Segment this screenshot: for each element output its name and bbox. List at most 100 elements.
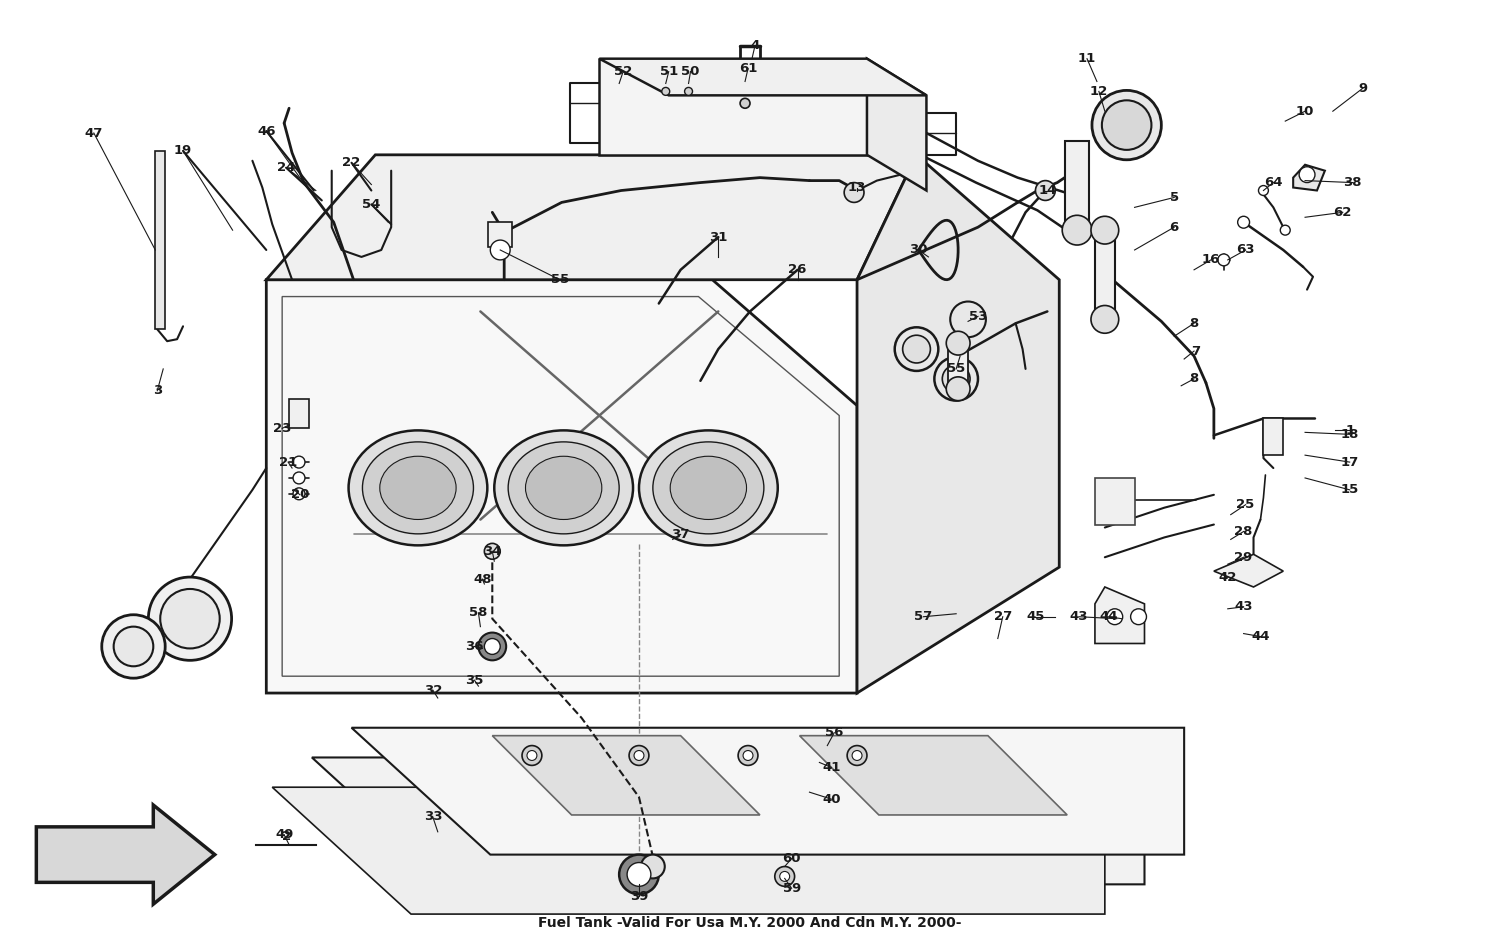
Circle shape — [640, 854, 664, 879]
Text: 23: 23 — [273, 422, 291, 435]
Text: 51: 51 — [660, 65, 678, 79]
Polygon shape — [948, 343, 968, 389]
Circle shape — [292, 488, 304, 499]
Text: 32: 32 — [423, 684, 442, 696]
Text: 15: 15 — [1341, 483, 1359, 497]
Polygon shape — [800, 736, 1066, 815]
Circle shape — [148, 577, 231, 660]
Polygon shape — [1095, 478, 1134, 524]
Circle shape — [946, 331, 970, 355]
Ellipse shape — [639, 430, 778, 545]
Text: 44: 44 — [1100, 610, 1118, 623]
Circle shape — [903, 335, 930, 363]
Circle shape — [522, 745, 542, 765]
Text: 13: 13 — [847, 181, 865, 194]
Text: 3: 3 — [153, 384, 162, 397]
Polygon shape — [351, 727, 1184, 854]
Circle shape — [292, 472, 304, 484]
Text: 57: 57 — [915, 610, 933, 623]
Text: 26: 26 — [789, 263, 807, 276]
Circle shape — [634, 750, 644, 761]
Ellipse shape — [348, 430, 488, 545]
Polygon shape — [489, 222, 512, 247]
Polygon shape — [1263, 418, 1284, 455]
Text: 36: 36 — [465, 639, 483, 653]
Circle shape — [114, 626, 153, 666]
Text: 37: 37 — [672, 528, 690, 541]
Polygon shape — [492, 736, 760, 815]
Text: 49: 49 — [274, 829, 294, 841]
Text: 9: 9 — [1358, 82, 1366, 95]
Text: 55: 55 — [550, 273, 568, 287]
Text: 59: 59 — [783, 882, 801, 895]
Polygon shape — [36, 805, 214, 904]
Text: 34: 34 — [483, 545, 501, 558]
Text: 20: 20 — [291, 488, 309, 501]
Circle shape — [478, 633, 506, 660]
Text: Fuel Tank -Valid For Usa M.Y. 2000 And Cdn M.Y. 2000-: Fuel Tank -Valid For Usa M.Y. 2000 And C… — [538, 916, 962, 930]
Circle shape — [1299, 166, 1316, 183]
Text: 16: 16 — [1202, 254, 1219, 267]
Circle shape — [484, 639, 500, 655]
Ellipse shape — [652, 442, 764, 534]
Circle shape — [1218, 254, 1230, 266]
Text: 11: 11 — [1078, 52, 1096, 65]
Text: 63: 63 — [1236, 243, 1256, 256]
Circle shape — [847, 745, 867, 765]
Circle shape — [950, 302, 986, 337]
Circle shape — [740, 98, 750, 108]
Polygon shape — [600, 59, 867, 155]
Polygon shape — [267, 280, 856, 693]
Text: 25: 25 — [1236, 499, 1254, 511]
Circle shape — [1281, 225, 1290, 236]
Text: 56: 56 — [825, 727, 843, 739]
Text: 8: 8 — [1190, 317, 1198, 330]
Circle shape — [160, 589, 219, 648]
Ellipse shape — [380, 456, 456, 519]
Text: 6: 6 — [1170, 220, 1179, 234]
Circle shape — [292, 456, 304, 468]
Ellipse shape — [525, 456, 602, 519]
Polygon shape — [1095, 230, 1114, 320]
Circle shape — [1258, 185, 1269, 196]
Text: 64: 64 — [1264, 176, 1282, 189]
Polygon shape — [290, 398, 309, 429]
Circle shape — [620, 854, 658, 894]
Circle shape — [102, 615, 165, 678]
Text: 62: 62 — [1334, 206, 1352, 219]
Circle shape — [1035, 181, 1056, 201]
Text: 28: 28 — [1234, 525, 1252, 538]
Circle shape — [1090, 217, 1119, 244]
Text: 38: 38 — [1344, 176, 1362, 189]
Circle shape — [844, 183, 864, 202]
Ellipse shape — [509, 442, 620, 534]
Text: 18: 18 — [1341, 428, 1359, 441]
Text: 47: 47 — [84, 127, 104, 139]
Text: 43: 43 — [1070, 610, 1089, 623]
Circle shape — [662, 87, 669, 96]
Circle shape — [627, 863, 651, 886]
Text: 50: 50 — [681, 65, 699, 79]
Circle shape — [934, 357, 978, 401]
Circle shape — [742, 750, 753, 761]
Text: 48: 48 — [472, 572, 492, 586]
Circle shape — [526, 750, 537, 761]
Circle shape — [942, 365, 970, 393]
Text: 58: 58 — [470, 606, 488, 620]
Circle shape — [1102, 100, 1152, 149]
Text: 45: 45 — [1026, 610, 1044, 623]
Text: 31: 31 — [710, 231, 728, 244]
Text: 44: 44 — [1251, 630, 1269, 643]
Polygon shape — [1095, 587, 1144, 643]
Text: 42: 42 — [1218, 570, 1237, 584]
Polygon shape — [867, 59, 927, 190]
Ellipse shape — [495, 430, 633, 545]
Ellipse shape — [670, 456, 747, 519]
Circle shape — [628, 745, 650, 765]
Text: 54: 54 — [362, 198, 381, 211]
Text: 61: 61 — [740, 62, 758, 75]
Text: 21: 21 — [279, 456, 297, 468]
Text: 17: 17 — [1341, 456, 1359, 468]
Polygon shape — [600, 59, 927, 96]
Text: 19: 19 — [174, 145, 192, 157]
